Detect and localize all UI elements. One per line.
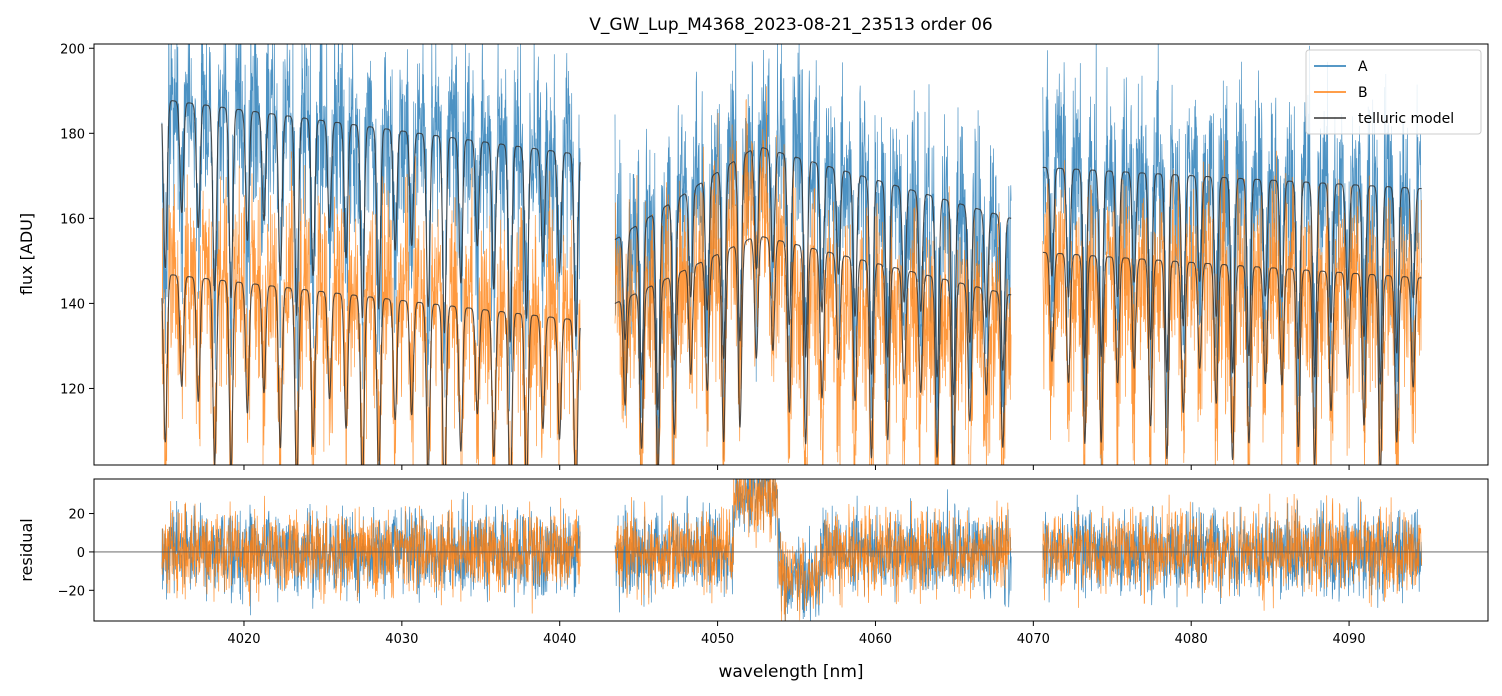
spectrum-b-segment-3 — [1042, 140, 1422, 465]
flux-y-tick-label: 160 — [60, 212, 85, 227]
x-tick-label: 4030 — [385, 632, 418, 647]
x-tick-label: 4020 — [227, 632, 260, 647]
x-tick-label: 4070 — [1017, 632, 1050, 647]
residual-y-tick-label: 20 — [68, 508, 85, 523]
legend-label-b: B — [1358, 85, 1368, 101]
telluric-model-b-segment-1 — [161, 274, 581, 465]
x-axis-label: wavelength [nm] — [718, 662, 863, 682]
x-tick-label: 4050 — [701, 632, 734, 647]
residual-y-tick-label: −20 — [58, 584, 85, 599]
spectrum-b-segment-2 — [614, 86, 1012, 465]
legend: A B telluric model — [1305, 49, 1482, 135]
legend-box — [1305, 49, 1482, 135]
flux-y-axis: 120 140 160 180 200 — [60, 42, 94, 397]
legend-label-telluric: telluric model — [1358, 111, 1454, 127]
residual-y-tick-label: 0 — [77, 546, 85, 561]
flux-y-tick-label: 180 — [60, 127, 85, 142]
flux-y-tick-label: 200 — [60, 42, 85, 57]
residual-b-segment-1 — [161, 495, 581, 614]
spectrum-a-segment-1 — [161, 44, 581, 412]
x-tick-label: 4080 — [1175, 632, 1208, 647]
legend-label-a: A — [1358, 59, 1368, 75]
residual-y-axis: −20 0 20 — [58, 508, 94, 599]
spectrum-a-segment-3 — [1042, 44, 1422, 465]
telluric-model-a-segment-1 — [161, 100, 581, 343]
flux-x-ticks — [243, 465, 1350, 470]
flux-y-label: flux [ADU] — [17, 213, 36, 295]
x-tick-label: 4040 — [543, 632, 576, 647]
residual-y-label: residual — [17, 518, 36, 581]
chart-title: V_GW_Lup_M4368_2023-08-21_23513 order 06 — [589, 15, 992, 35]
spectrum-b-segment-1 — [161, 151, 581, 465]
x-tick-label: 4060 — [859, 632, 892, 647]
telluric-model-b-segment-2 — [614, 236, 1012, 465]
residual-x-axis: 4020 4030 4040 4050 4060 4070 4080 4090 — [227, 621, 1366, 647]
flux-y-tick-label: 140 — [60, 297, 85, 312]
residual-b-segment-2 — [614, 479, 1012, 621]
residual-b-segment-3 — [1042, 493, 1423, 611]
residual-panel-frame — [93, 478, 1489, 622]
telluric-model-a-segment-2 — [614, 147, 1012, 411]
x-tick-label: 4090 — [1333, 632, 1366, 647]
flux-panel: 120 140 160 180 200 flux [ADU] — [17, 42, 1489, 470]
flux-panel-frame — [93, 43, 1489, 466]
telluric-model-b-segment-3 — [1042, 251, 1422, 465]
telluric-model-a-segment-3 — [1042, 166, 1422, 385]
flux-y-tick-label: 120 — [60, 382, 85, 397]
